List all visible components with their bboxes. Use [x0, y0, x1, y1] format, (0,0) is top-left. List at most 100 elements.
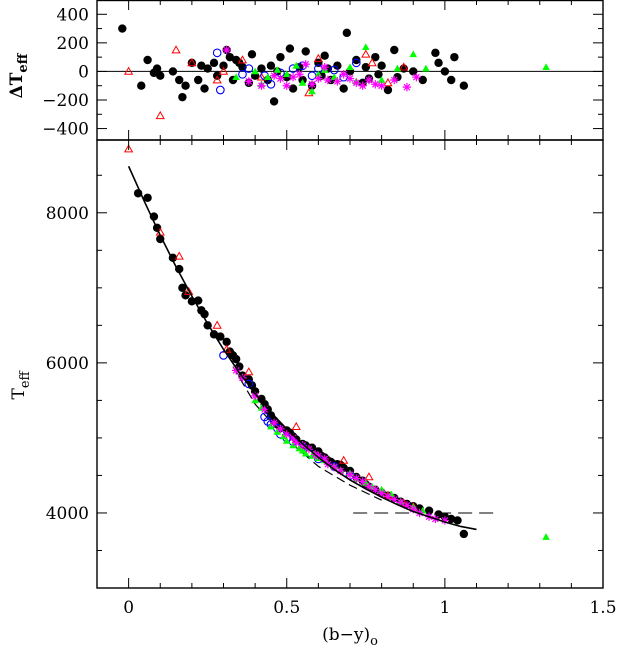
y-tick-label: 0 [78, 62, 89, 82]
residual-point [320, 62, 329, 72]
residual-point [450, 52, 459, 62]
residual-point [342, 28, 352, 38]
residual-point [308, 87, 316, 95]
residual-point [257, 81, 266, 90]
y-tick-label: 4000 [46, 504, 89, 524]
main-point [279, 432, 288, 440]
main-point [383, 492, 393, 501]
residual-point [276, 52, 285, 62]
residual-point [320, 51, 329, 60]
residual-point [333, 61, 342, 70]
residual-point [247, 50, 257, 59]
main-point [231, 354, 241, 364]
residual-point [212, 75, 222, 84]
residual-point [377, 81, 386, 90]
residual-point [314, 74, 323, 83]
main-point [352, 474, 361, 483]
residual-point [399, 62, 409, 71]
x-tick-label: 0 [123, 598, 134, 618]
residual-point [352, 78, 361, 88]
residual-point [266, 61, 276, 70]
residual-point [285, 44, 295, 53]
residual-point [152, 64, 162, 73]
residual-point [288, 64, 298, 73]
main-point [216, 332, 225, 341]
residual-point [238, 69, 247, 79]
main-point [320, 454, 329, 464]
residual-point [219, 61, 228, 70]
main-point [244, 379, 254, 389]
residual-point [383, 85, 393, 95]
residual-point [314, 70, 323, 78]
main-panel-frame [96, 139, 604, 589]
main-point [288, 433, 298, 443]
main-series-filled-circle [133, 189, 469, 539]
residual-point [345, 74, 355, 83]
residual-point [251, 67, 259, 75]
residual-point [244, 64, 254, 73]
main-point [301, 449, 310, 457]
main-x-label-sub: o [370, 634, 378, 648]
residual-point [156, 71, 165, 80]
residual-point [361, 62, 371, 72]
main-series-filled-triangle [251, 396, 550, 540]
main-point [402, 501, 412, 510]
residual-point [187, 58, 197, 68]
main-point [447, 514, 456, 524]
residual-point [203, 64, 212, 73]
main-point [282, 437, 291, 444]
residual-point [377, 61, 386, 70]
residual-point [171, 45, 181, 54]
y-tick-label: 400 [57, 5, 89, 25]
residual-point [409, 50, 418, 58]
residual-point [222, 45, 231, 55]
residual-point [301, 60, 310, 69]
residual-point [256, 72, 267, 81]
main-point [269, 418, 279, 428]
residual-point [323, 75, 333, 85]
residual-point [263, 73, 272, 80]
residual-point [244, 77, 253, 86]
residual-point [362, 43, 370, 50]
main-point [291, 421, 301, 431]
solid-fit-curve [127, 165, 477, 531]
residual-point [232, 73, 240, 80]
residual-point [269, 97, 279, 106]
y-tick-label: 6000 [46, 354, 89, 374]
residual-point [364, 75, 374, 85]
residual-point [447, 75, 456, 85]
main-point [231, 366, 241, 375]
residual-point [276, 74, 285, 83]
residual-point [292, 61, 301, 69]
residual-point [194, 75, 203, 85]
x-tick-label: 1 [439, 598, 450, 618]
residual-point [143, 55, 152, 65]
residual-point [434, 58, 443, 68]
residual-point [390, 75, 399, 85]
residual-point [269, 71, 279, 80]
residual-point [402, 82, 412, 92]
main-point [424, 506, 434, 515]
residual-point [301, 47, 310, 56]
residual-point [212, 48, 222, 58]
main-point [282, 429, 291, 439]
residual-point [361, 49, 371, 58]
residual-point [288, 72, 298, 82]
main-point [362, 479, 370, 486]
residual-point [295, 70, 304, 79]
residual-point [339, 70, 348, 79]
main-point [358, 477, 367, 486]
residual-point [200, 84, 209, 93]
residual-series-asterisk [222, 45, 421, 92]
y-tick-label: −200 [42, 91, 89, 111]
main-point [244, 367, 254, 376]
residual-point [374, 70, 383, 79]
main-point [250, 391, 260, 401]
main-point [371, 485, 380, 494]
main-point [434, 510, 443, 519]
residual-point [197, 61, 206, 70]
residual-point [118, 24, 127, 33]
residual-point [542, 63, 550, 70]
main-point [143, 193, 152, 202]
